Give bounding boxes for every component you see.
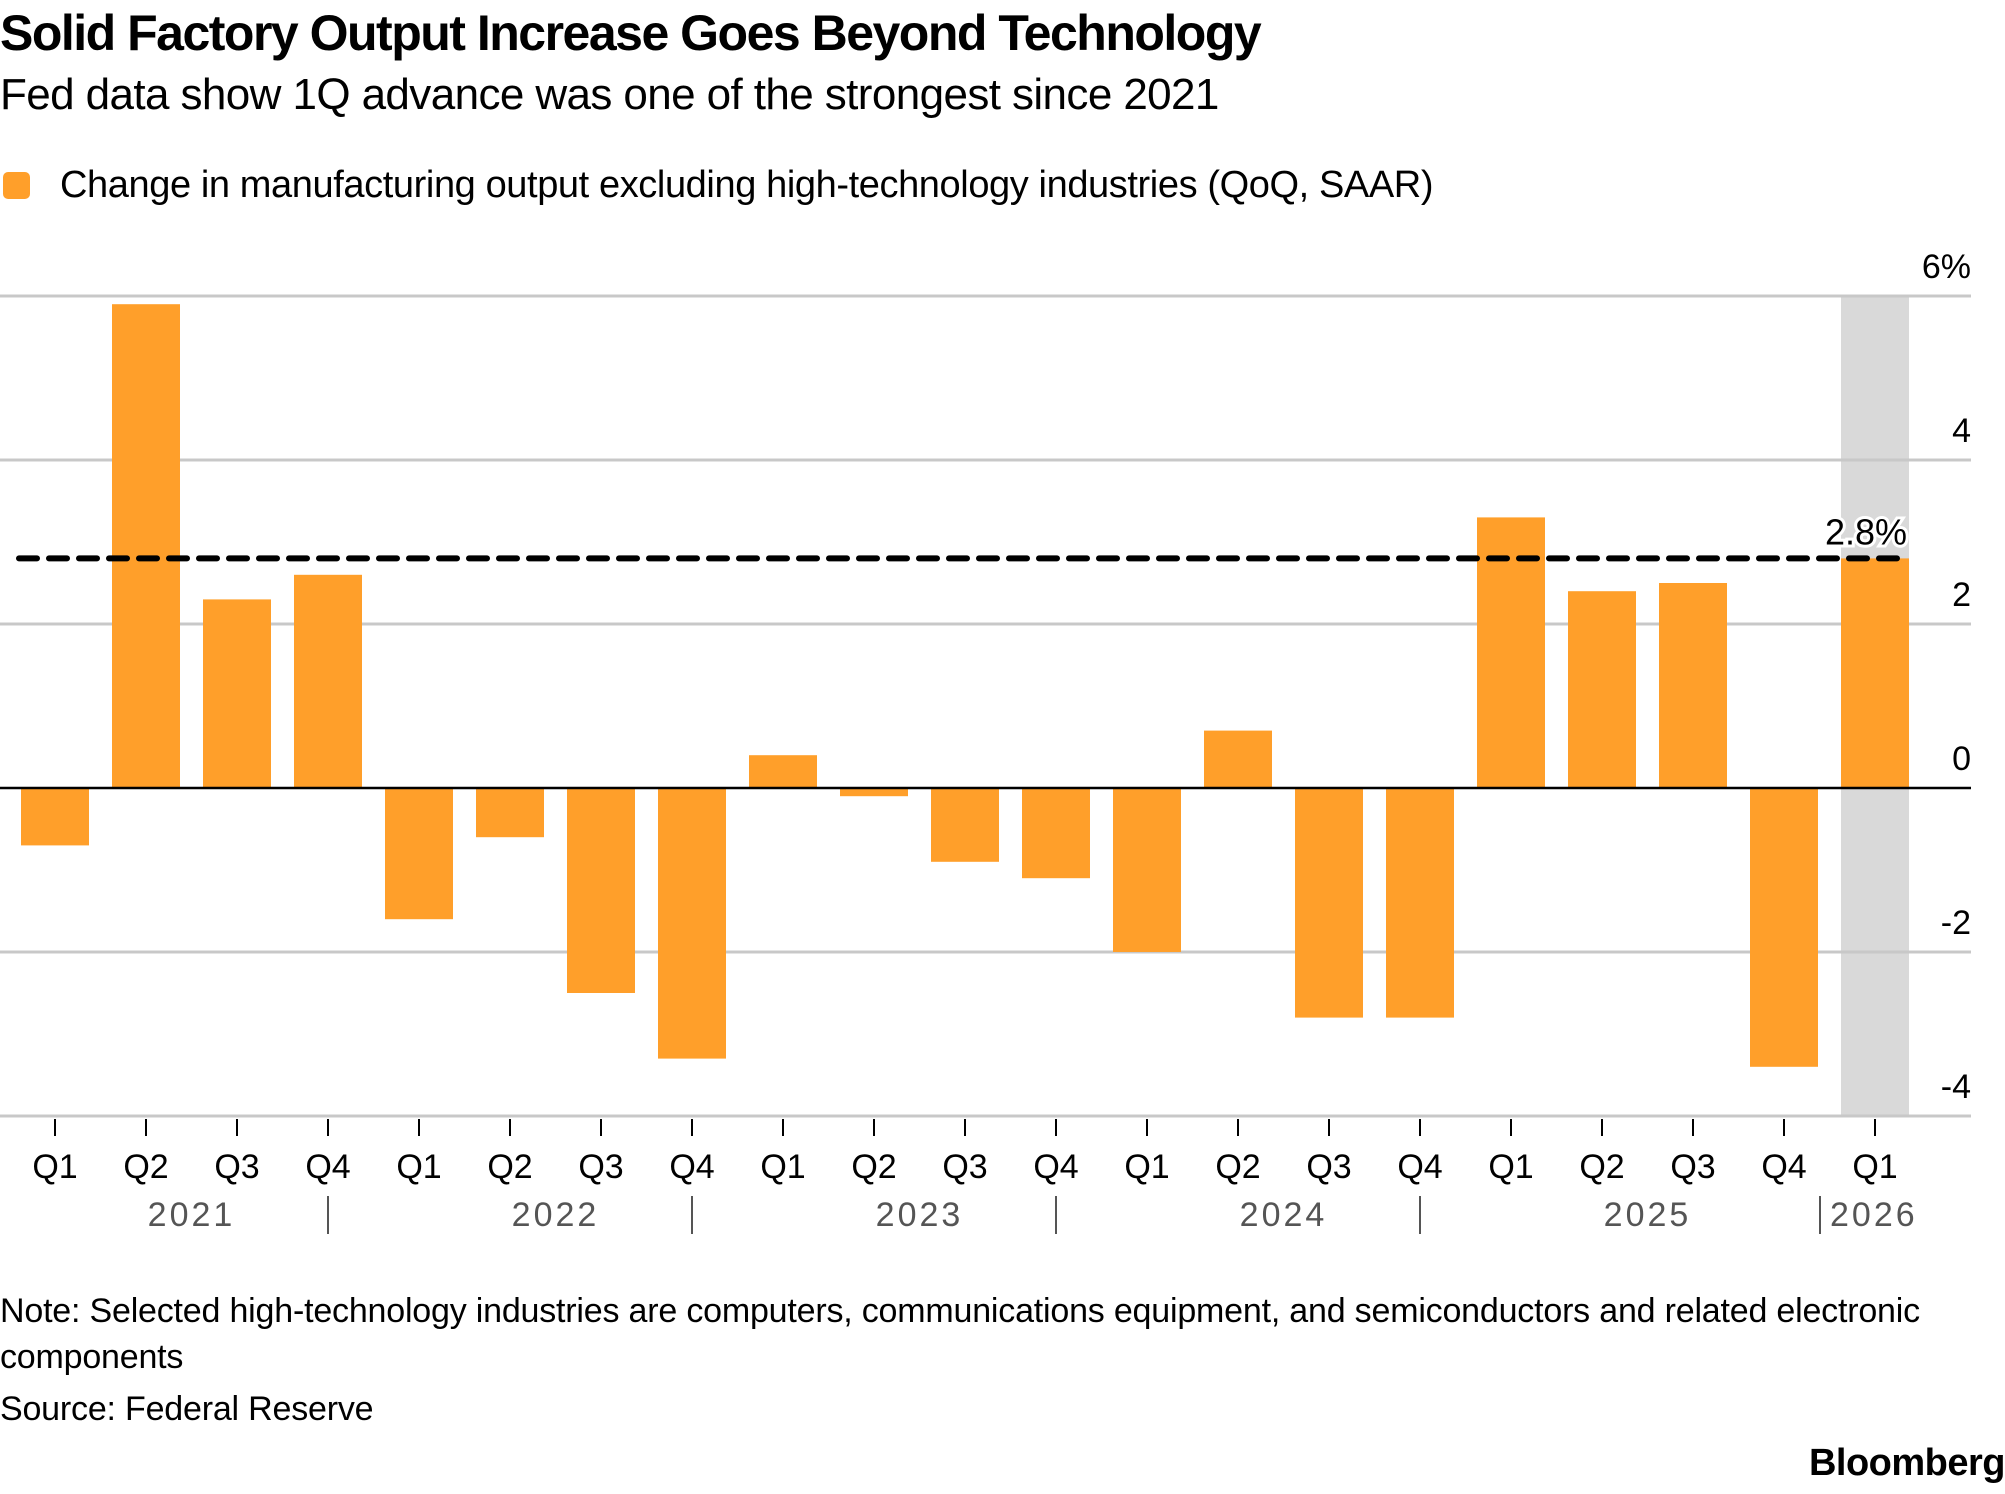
legend-swatch — [3, 172, 30, 199]
bar — [749, 755, 817, 788]
x-tick-label: Q1 — [32, 1148, 77, 1186]
bar — [294, 574, 362, 788]
bar — [112, 304, 180, 788]
x-tick-label: Q3 — [942, 1148, 987, 1186]
legend-label: Change in manufacturing output excluding… — [60, 164, 1434, 206]
x-tick-label: Q3 — [1306, 1148, 1351, 1186]
year-label: 2022 — [512, 1196, 600, 1234]
source-note: Source: Federal Reserve — [0, 1390, 374, 1428]
x-tick-label: Q3 — [214, 1148, 259, 1186]
bar — [385, 788, 453, 920]
x-tick-label: Q4 — [305, 1148, 350, 1186]
x-tick-label: Q3 — [578, 1148, 623, 1186]
x-tick-label: Q4 — [1033, 1148, 1078, 1186]
bar — [1477, 517, 1545, 788]
x-tick-label: Q4 — [1761, 1148, 1806, 1186]
x-tick-label: Q2 — [851, 1148, 896, 1186]
reference-line-label: 2.8% — [1825, 511, 1907, 552]
x-tick-label: Q3 — [1670, 1148, 1715, 1186]
x-tick-label: Q4 — [669, 1148, 714, 1186]
x-tick-label: Q1 — [1488, 1148, 1533, 1186]
bar — [1113, 788, 1181, 952]
year-label: 2025 — [1604, 1196, 1692, 1234]
bar — [931, 788, 999, 862]
x-tick-label: Q2 — [487, 1148, 532, 1186]
x-tick-label: Q1 — [1852, 1148, 1897, 1186]
bar — [203, 599, 271, 788]
bar — [1386, 788, 1454, 1018]
year-label: 2023 — [876, 1196, 964, 1234]
bar — [840, 788, 908, 797]
y-tick-label: 2 — [1952, 576, 1971, 614]
bar — [1204, 730, 1272, 788]
footnote: Note: Selected high-technology industrie… — [0, 1292, 1920, 1376]
year-label: 2024 — [1240, 1196, 1328, 1234]
y-tick-label: 6% — [1922, 248, 1971, 286]
y-tick-label: -4 — [1941, 1068, 1971, 1106]
x-tick-label: Q2 — [1215, 1148, 1260, 1186]
bar — [1659, 583, 1727, 788]
bar — [21, 788, 89, 846]
bar — [1750, 788, 1818, 1067]
bar — [1568, 591, 1636, 788]
x-tick-label: Q1 — [760, 1148, 805, 1186]
year-label: 2026 — [1830, 1196, 1918, 1234]
x-tick-label: Q2 — [123, 1148, 168, 1186]
bar — [658, 788, 726, 1059]
bar — [476, 788, 544, 838]
bar — [567, 788, 635, 993]
bar — [1022, 788, 1090, 879]
x-tick-label: Q1 — [396, 1148, 441, 1186]
y-tick-label: -2 — [1941, 904, 1971, 942]
legend: Change in manufacturing output excluding… — [0, 164, 1433, 207]
year-label: 2021 — [148, 1196, 236, 1234]
y-tick-label: 0 — [1952, 740, 1971, 778]
bar — [1841, 558, 1909, 788]
chart-title: Solid Factory Output Increase Goes Beyon… — [0, 5, 1262, 61]
bloomberg-logo: Bloomberg — [1808, 1442, 2005, 1484]
x-tick-label: Q2 — [1579, 1148, 1624, 1186]
y-tick-label: 4 — [1952, 412, 1971, 450]
x-tick-label: Q1 — [1124, 1148, 1169, 1186]
x-tick-label: Q4 — [1397, 1148, 1442, 1186]
bar — [1295, 788, 1363, 1018]
chart-subtitle: Fed data show 1Q advance was one of the … — [0, 70, 1219, 119]
